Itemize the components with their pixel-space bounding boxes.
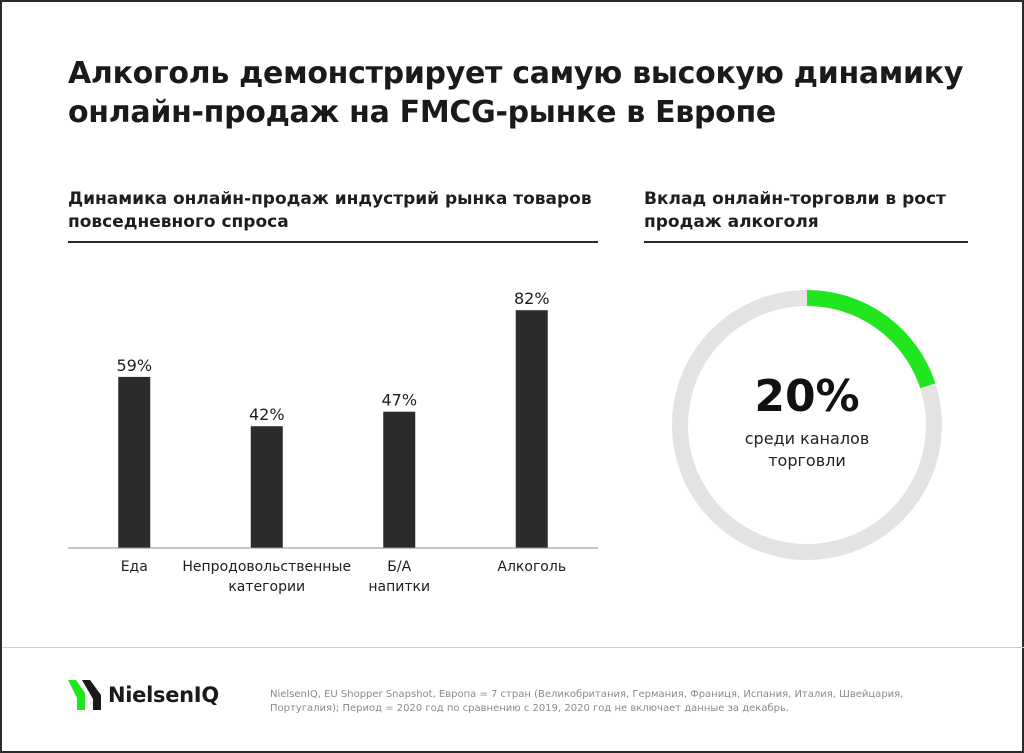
page-title: Алкоголь демонстрирует самую высокую дин… [68, 56, 964, 130]
bar-1 [118, 376, 151, 548]
bar-chart-subtitle: Динамика онлайн-продаж индустрий рынка т… [68, 189, 592, 232]
nielseniq-chevrons-icon [68, 680, 101, 710]
bar-chart: 59% Еда 42% Непродовольственные категории 47%… [68, 289, 598, 595]
category-label-2: Непродовольственные категории [182, 559, 351, 595]
category-label-1: Еда [121, 559, 148, 575]
divider-left [68, 241, 598, 243]
source-footnote: NielsenIQ, EU Shopper Snapshot, Европа =… [270, 689, 904, 714]
footer-divider [2, 647, 1024, 648]
divider-right [644, 241, 968, 243]
category-label-4: Алкоголь [497, 559, 566, 575]
donut-caption: среди каналов торговли [744, 429, 870, 470]
donut-chart [672, 290, 942, 560]
donut-slice-2 [672, 290, 942, 560]
bar-value-label-2: 42% [249, 405, 285, 424]
donut-slice-1 [806, 290, 936, 389]
brand-logo: NielsenIQ [68, 675, 219, 715]
donut-chart-subtitle: Вклад онлайн-торговли в рост продаж алко… [644, 189, 946, 232]
donut-center: 20% среди каналов торговли [662, 280, 952, 570]
donut-value-label: 20% [754, 371, 860, 422]
bar-value-label-3: 47% [381, 391, 417, 410]
bar-value-label-1: 59% [116, 356, 152, 375]
bar-value-label-4: 82% [514, 289, 550, 308]
bar-2 [250, 426, 283, 548]
bar-4 [515, 310, 548, 548]
brand-name: NielsenIQ [108, 683, 219, 707]
bar-3 [383, 411, 416, 548]
category-label-3: Б/А напитки [368, 559, 430, 595]
